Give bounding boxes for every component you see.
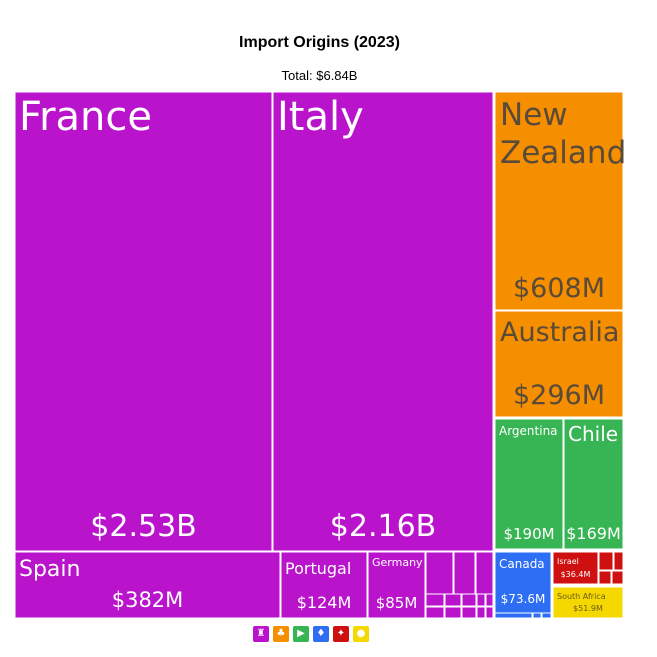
tile-value-italy: $2.16B — [330, 509, 436, 544]
tile-small-north-america-1[interactable] — [494, 612, 533, 619]
tile-small-europe-12[interactable] — [476, 606, 486, 619]
tile-small-north-america-3[interactable] — [541, 612, 552, 619]
europe-icon[interactable]: ♜ — [253, 626, 269, 642]
tile-small-europe-4[interactable] — [425, 593, 445, 607]
tile-label-france: France — [19, 94, 152, 140]
tile-value-canada: $73.6M — [501, 592, 546, 606]
tile-label-spain: Spain — [19, 557, 80, 582]
tile-small-europe-13[interactable] — [485, 606, 494, 619]
tile-new-zealand[interactable] — [494, 91, 624, 311]
tile-value-new-zealand: $608M — [513, 273, 605, 304]
tile-small-asia-3[interactable] — [598, 570, 612, 585]
tile-label-new-zealand-2: Zealand — [500, 135, 626, 171]
africa-icon[interactable]: ● — [353, 626, 369, 642]
asia-icon[interactable]: ✦ — [333, 626, 349, 642]
tile-value-argentina: $190M — [503, 525, 554, 543]
tile-israel[interactable] — [552, 551, 599, 585]
tile-small-north-america-2[interactable] — [532, 612, 542, 619]
tile-spain[interactable] — [14, 551, 281, 619]
tile-label-argentina: Argentina — [499, 424, 558, 438]
tile-portugal[interactable] — [280, 551, 368, 619]
region-legend: ♜ ♣ ▶ ♦ ✦ ● — [253, 626, 369, 642]
tile-small-europe-9[interactable] — [425, 606, 445, 619]
tile-label-chile: Chile — [568, 422, 618, 446]
tile-value-germany: $85M — [376, 594, 418, 612]
tile-small-europe-1[interactable] — [425, 551, 454, 595]
tile-label-south-africa: South Africa — [557, 592, 606, 601]
tile-label-israel: Israel — [557, 557, 579, 566]
tile-chile[interactable] — [563, 418, 624, 550]
tile-small-asia-1[interactable] — [598, 551, 614, 571]
tile-label-italy: Italy — [277, 94, 364, 140]
tile-small-europe-6[interactable] — [461, 593, 477, 607]
tile-small-europe-10[interactable] — [444, 606, 462, 619]
tile-australia[interactable] — [494, 310, 624, 418]
tile-value-spain: $382M — [112, 588, 184, 612]
tile-label-new-zealand: New — [500, 97, 568, 133]
tile-value-south-africa: $51.9M — [573, 604, 603, 613]
tile-argentina[interactable] — [494, 418, 564, 550]
tile-france[interactable] — [14, 91, 273, 552]
tile-small-europe-3[interactable] — [475, 551, 494, 595]
tile-value-chile: $169M — [566, 524, 621, 543]
tile-value-portugal: $124M — [297, 593, 352, 612]
tile-label-portugal: Portugal — [285, 559, 351, 578]
tile-value-israel: $36.4M — [561, 570, 591, 579]
tile-south-africa[interactable] — [552, 586, 624, 619]
tile-label-canada: Canada — [499, 557, 545, 571]
tile-small-europe-5[interactable] — [444, 593, 462, 607]
tile-canada[interactable] — [494, 551, 552, 619]
tile-value-australia: $296M — [513, 380, 605, 411]
tile-small-europe-11[interactable] — [461, 606, 477, 619]
north-america-icon[interactable]: ♦ — [313, 626, 329, 642]
tile-small-europe-7[interactable] — [476, 593, 486, 607]
tile-germany[interactable] — [367, 551, 426, 619]
tile-value-france: $2.53B — [90, 509, 196, 544]
south-america-icon[interactable]: ▶ — [293, 626, 309, 642]
oceania-icon[interactable]: ♣ — [273, 626, 289, 642]
tile-label-australia: Australia — [500, 317, 619, 348]
chart-title: Import Origins (2023) — [239, 34, 400, 51]
tile-small-asia-2[interactable] — [613, 551, 624, 571]
chart-subtitle: Total: $6.84B — [281, 68, 358, 83]
tile-label-germany: Germany — [372, 556, 423, 569]
tile-small-europe-8[interactable] — [485, 593, 494, 607]
tile-italy[interactable] — [272, 91, 494, 552]
tile-small-europe-2[interactable] — [453, 551, 476, 595]
tile-small-asia-4[interactable] — [611, 570, 624, 585]
